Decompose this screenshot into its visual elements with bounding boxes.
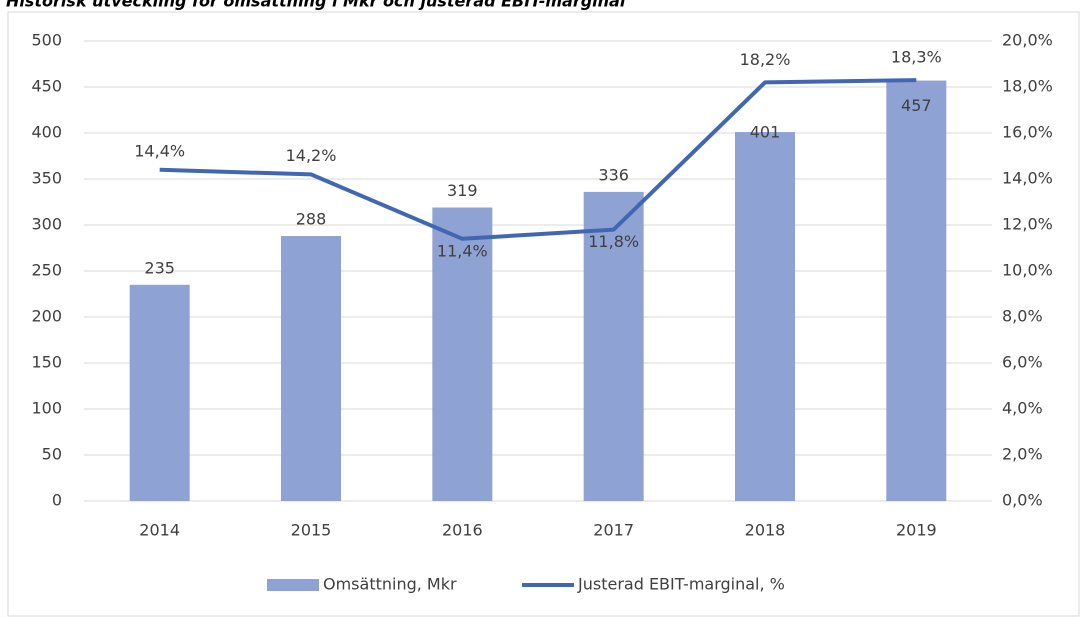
y-tick-label: 200: [31, 307, 62, 326]
y2-tick-label: 4,0%: [1002, 399, 1043, 418]
y-tick-label: 350: [31, 169, 62, 188]
bar: [129, 284, 190, 501]
legend-label: Omsättning, Mkr: [323, 575, 457, 594]
y2-tick-label: 16,0%: [1002, 123, 1053, 142]
y2-tick-label: 18,0%: [1002, 77, 1053, 96]
bar: [886, 80, 947, 501]
y-tick-label: 450: [31, 77, 62, 96]
bar-value-label: 457: [901, 96, 932, 115]
chart-title: Historisk utveckling för omsättning i Mk…: [6, 0, 626, 11]
bar-value-label: 288: [296, 210, 327, 229]
y-tick-label: 0: [52, 491, 62, 510]
line-value-label: 11,4%: [437, 241, 488, 260]
y-tick-label: 150: [31, 353, 62, 372]
legend-label: Justerad EBIT-marginal, %: [577, 575, 785, 594]
bar-value-label: 336: [598, 165, 629, 184]
y2-tick-label: 20,0%: [1002, 31, 1053, 50]
y2-tick-label: 8,0%: [1002, 307, 1043, 326]
x-tick-label: 2016: [442, 521, 483, 540]
y2-tick-label: 6,0%: [1002, 353, 1043, 372]
bar: [735, 132, 795, 501]
bar: [583, 191, 644, 501]
line-value-label: 18,2%: [740, 50, 791, 69]
legend-swatch: [267, 579, 319, 591]
x-tick-label: 2014: [139, 521, 180, 540]
y-tick-label: 500: [31, 31, 62, 50]
bar-value-label: 401: [750, 123, 781, 142]
y-tick-label: 250: [31, 261, 62, 280]
y2-tick-label: 10,0%: [1002, 261, 1053, 280]
line-value-label: 11,8%: [588, 232, 639, 251]
bar: [432, 207, 493, 501]
y-tick-label: 400: [31, 123, 62, 142]
y2-tick-label: 0,0%: [1002, 491, 1043, 510]
line: [159, 78, 917, 241]
x-tick-label: 2019: [896, 521, 937, 540]
line-value-label: 14,2%: [286, 146, 337, 165]
y-tick-label: 50: [42, 445, 62, 464]
bar-value-label: 319: [447, 181, 478, 200]
x-tick-label: 2018: [745, 521, 786, 540]
line-value-label: 18,3%: [891, 48, 942, 67]
y2-tick-label: 12,0%: [1002, 215, 1053, 234]
y-tick-label: 300: [31, 215, 62, 234]
x-tick-label: 2015: [291, 521, 332, 540]
x-tick-label: 2017: [593, 521, 634, 540]
y2-tick-label: 2,0%: [1002, 445, 1043, 464]
line-value-label: 14,4%: [134, 141, 185, 160]
bar: [281, 236, 341, 502]
y2-tick-label: 14,0%: [1002, 169, 1053, 188]
bar-value-label: 235: [144, 258, 175, 277]
y-tick-label: 100: [31, 399, 62, 418]
